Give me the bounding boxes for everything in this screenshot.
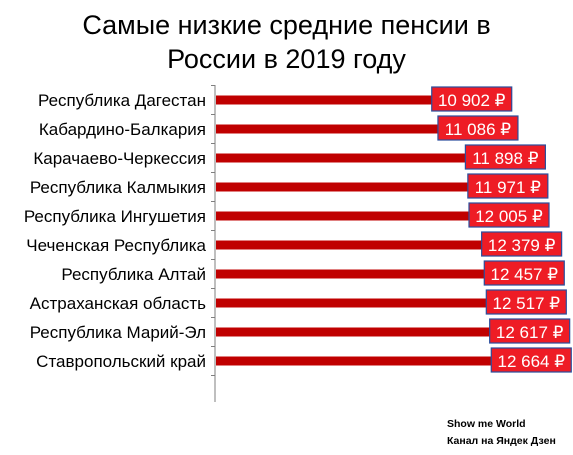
category-label: Карачаево-Черкессия [33, 149, 206, 168]
bar [216, 153, 480, 163]
value-label: 12 457 ₽ [491, 265, 559, 284]
bar [216, 356, 506, 366]
value-label: 12 379 ₽ [488, 236, 556, 255]
chart-title: Самые низкие средние пенсии в России в 2… [0, 8, 573, 76]
category-label: Республика Алтай [61, 265, 206, 284]
value-label: 11 086 ₽ [445, 120, 511, 139]
bar [216, 298, 501, 308]
value-label: 12 005 ₽ [475, 207, 543, 226]
bar [216, 211, 484, 221]
category-label: Республика Калмыкия [30, 178, 206, 197]
value-label-box [489, 318, 571, 344]
bar [216, 240, 496, 250]
category-label: Ставропольский край [36, 352, 206, 371]
bar [216, 182, 482, 192]
category-label: Республика Дагестан [38, 91, 206, 110]
value-label: 11 898 ₽ [472, 149, 538, 168]
chart-title-line-2: России в 2019 году [167, 44, 406, 74]
value-label-box [490, 347, 572, 373]
value-label: 12 664 ₽ [497, 352, 565, 371]
bar [216, 327, 504, 337]
value-label: 10 902 ₽ [438, 91, 506, 110]
credit-line-2: Канал на Яндек Дзен [447, 435, 556, 447]
value-label-box [481, 231, 563, 257]
value-label-box [468, 202, 550, 228]
value-label-box [437, 115, 519, 141]
value-label-box [483, 260, 565, 286]
bar [216, 95, 446, 105]
category-label: Республика Марий-Эл [30, 323, 206, 342]
value-label: 12 617 ₽ [496, 323, 564, 342]
bar [216, 124, 452, 134]
value-label-box [485, 289, 567, 315]
category-label: Республика Ингушетия [24, 207, 206, 226]
credit-line-1: Show me World [447, 418, 526, 430]
credit: Show me World Канал на Яндек Дзен [447, 416, 556, 450]
category-label: Чеченская Республика [26, 236, 206, 255]
value-label-box [431, 86, 513, 112]
value-label: 12 517 ₽ [493, 294, 561, 313]
category-label: Кабардино-Балкария [39, 120, 206, 139]
value-label: 11 971 ₽ [475, 178, 541, 197]
value-label-box [467, 173, 549, 199]
category-label: Астраханская область [30, 294, 206, 313]
bar [216, 269, 499, 279]
value-label-box [464, 144, 546, 170]
chart-title-line-1: Самые низкие средние пенсии в [82, 10, 491, 40]
